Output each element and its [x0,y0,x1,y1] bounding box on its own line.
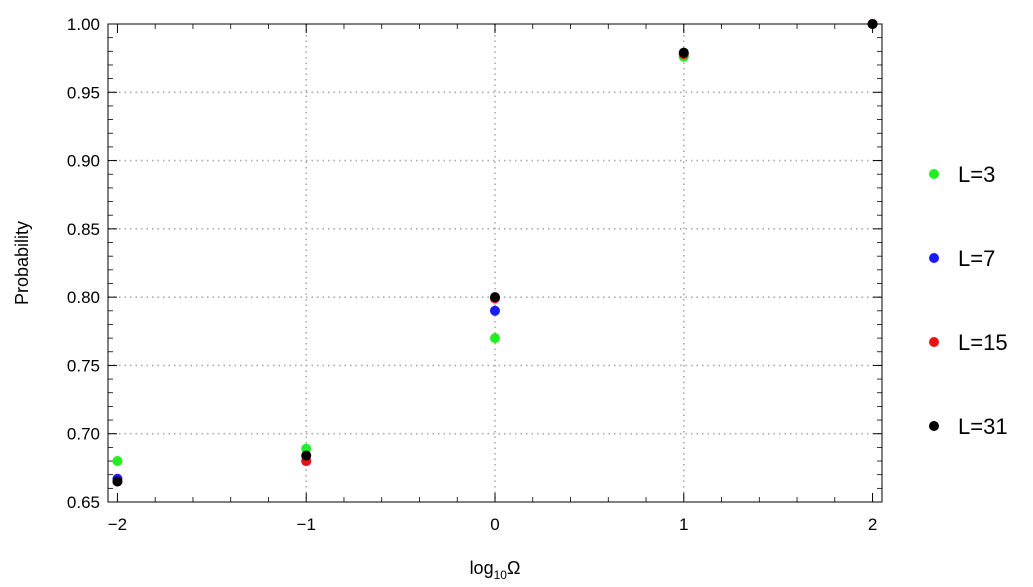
legend-marker [929,337,939,347]
data-point [490,305,500,316]
legend-marker [929,421,939,431]
data-point [112,476,123,487]
legend-label: L=31 [958,414,1008,439]
data-points [112,19,878,487]
y-tick-label: 0.85 [67,220,100,239]
y-tick-label: 0.95 [67,83,100,102]
x-tick-label: −1 [297,515,316,534]
y-tick-label: 0.70 [67,425,100,444]
y-tick-label: 0.75 [67,356,100,375]
y-tick-label: 0.65 [67,493,100,512]
data-point [678,47,689,58]
y-tick-label: 1.00 [67,15,100,34]
legend-marker [929,169,939,179]
legend-label: L=15 [958,330,1008,355]
grid [108,24,882,502]
tick-labels: −2 −1 0 1 2 0.65 0.70 0.75 0.80 0.85 0.90 0.95 1.00 [67,15,877,534]
y-tick-label: 0.90 [67,152,100,171]
legend-marker [929,253,939,263]
legend-label: L=7 [958,246,995,271]
x-axis-label-tail: Ω [507,558,520,578]
x-tick-label: 1 [679,515,688,534]
x-axis-label-main: log [470,558,494,578]
y-axis-label: Probability [12,221,32,305]
data-point [490,333,500,344]
legend-label: L=3 [958,162,995,187]
x-tick-label: −2 [108,515,127,534]
data-point [301,450,312,461]
x-tick-label: 2 [868,515,877,534]
data-point [112,456,123,467]
x-axis-label-subscript: 10 [494,568,508,582]
data-point [490,292,500,303]
y-tick-label: 0.80 [67,288,100,307]
legend: L=3 L=7 L=15 L=31 [929,162,1008,439]
plot-frame [107,23,883,503]
x-axis-label: log10Ω [470,558,521,582]
x-tick-label: 0 [490,515,499,534]
